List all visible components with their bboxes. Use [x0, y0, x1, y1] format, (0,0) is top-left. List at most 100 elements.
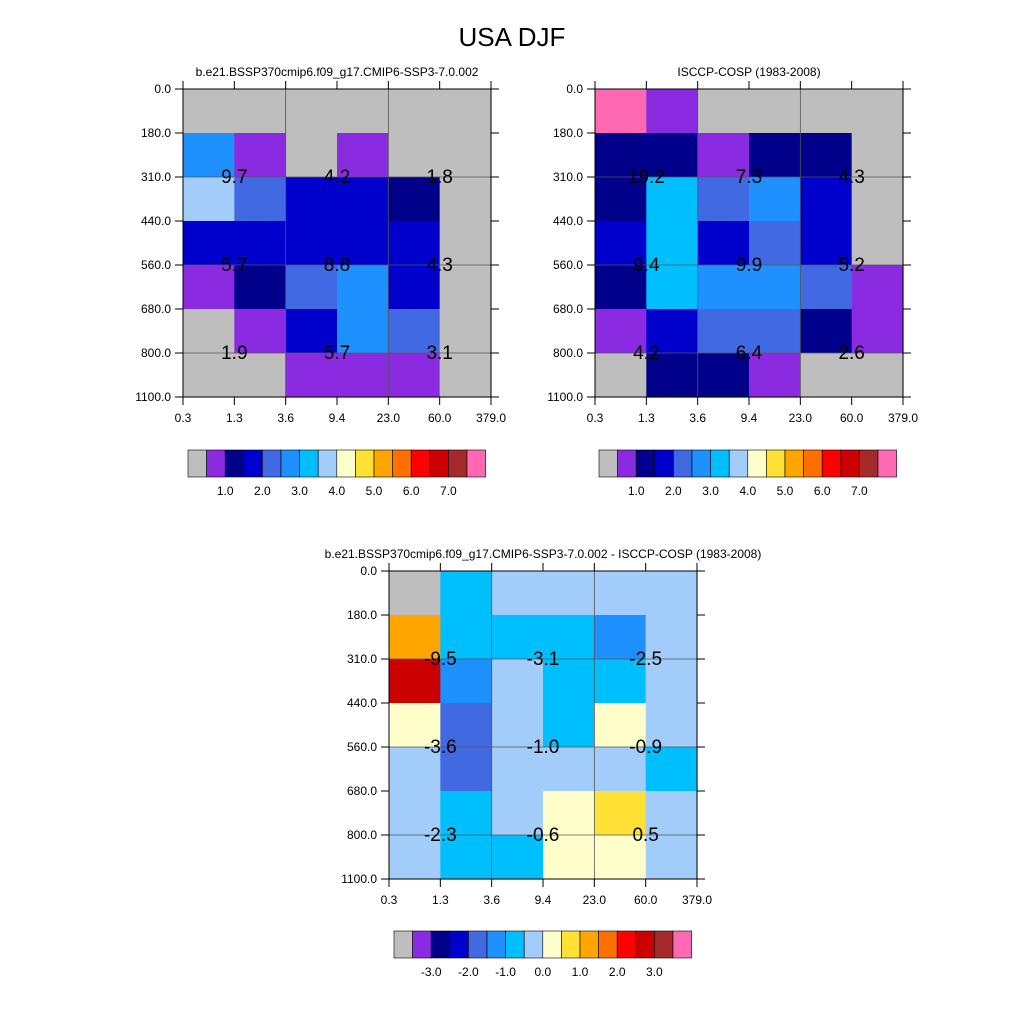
cell-value-label: -0.9 — [629, 737, 662, 758]
heatmap-cell — [543, 571, 595, 616]
heatmap-cell — [388, 309, 441, 354]
colorbar-label: 0.0 — [534, 965, 551, 979]
heatmap-cell — [389, 571, 441, 616]
colorbar-label: 5.0 — [777, 484, 794, 498]
colorbar-box — [840, 449, 860, 478]
colorbar-box — [747, 449, 767, 478]
heatmap-cell — [697, 177, 750, 222]
x-tick-label: 9.4 — [329, 411, 346, 425]
colorbar-box — [579, 930, 599, 959]
heatmap-cell — [594, 615, 647, 660]
y-tick-label: 680.0 — [347, 784, 377, 798]
colorbar-box — [617, 449, 637, 478]
x-tick-label: 3.6 — [483, 893, 500, 907]
heatmap-cell — [645, 835, 698, 880]
colorbar-box — [429, 449, 449, 478]
x-tick-label: 1.3 — [432, 893, 449, 907]
heatmap-cell — [388, 177, 441, 222]
heatmap-cell — [285, 221, 338, 266]
heatmap-cell — [439, 133, 492, 178]
heatmap-cell — [645, 791, 698, 836]
heatmap-cell — [183, 353, 235, 398]
heatmap-cell — [594, 835, 647, 880]
colorbar-box — [616, 930, 637, 959]
heatmap-cell — [851, 177, 904, 222]
y-tick-label: 560.0 — [141, 258, 171, 272]
colorbar-box — [542, 930, 562, 959]
panel-title: b.e21.BSSP370cmip6.f09_g17.CMIP6-SSP3-7.… — [196, 65, 479, 79]
y-tick-label: 1100.0 — [547, 390, 583, 404]
heatmap-cell — [234, 89, 287, 134]
heatmap-cell — [800, 89, 853, 134]
colorbar-label: 4.0 — [739, 484, 756, 498]
heatmap-cell — [388, 265, 441, 310]
colorbar-label: 1.0 — [628, 484, 645, 498]
heatmap-cell — [337, 265, 389, 310]
colorbar-label: 6.0 — [814, 484, 831, 498]
cell-value-label: 4.2 — [633, 343, 659, 364]
colorbar-box — [635, 930, 655, 959]
colorbar-box — [262, 449, 282, 478]
colorbar-box — [243, 449, 263, 478]
x-tick-label: 3.6 — [277, 411, 294, 425]
heatmap-cell — [439, 353, 492, 398]
heatmap-cell — [595, 265, 647, 310]
heatmap-cell — [749, 353, 801, 398]
colorbar-box — [355, 449, 375, 478]
x-tick-label: 0.3 — [175, 411, 192, 425]
heatmap-cell — [183, 177, 235, 222]
colorbar-box — [710, 449, 730, 478]
colorbar-label: 6.0 — [403, 484, 420, 498]
colorbar-box — [598, 930, 618, 959]
heatmap-cell — [234, 265, 287, 310]
colorbar-box — [654, 930, 674, 959]
heatmap-cell — [594, 659, 647, 704]
colorbar-label: 3.0 — [646, 965, 663, 979]
colorbar-box — [392, 449, 412, 478]
heatmap-cell — [594, 571, 647, 616]
colorbar-box — [635, 449, 656, 478]
heatmap-cell — [645, 571, 698, 616]
x-tick-label: 23.0 — [789, 411, 813, 425]
x-tick-label: 1.3 — [226, 411, 243, 425]
heatmap-cell — [800, 265, 853, 310]
heatmap-cell — [285, 309, 338, 354]
heatmap-cell — [285, 133, 338, 178]
colorbar-box — [859, 449, 879, 478]
cell-value-label: -0.6 — [527, 825, 560, 846]
colorbar-box — [766, 449, 786, 478]
heatmap-cell — [491, 659, 544, 704]
heatmap-cell — [491, 571, 544, 616]
heatmap-cell — [234, 177, 287, 222]
colorbar-box — [448, 449, 468, 478]
heatmap-cell — [389, 747, 441, 792]
heatmap-cell — [595, 309, 647, 354]
heatmap-cell — [645, 703, 698, 748]
heatmap-cell — [645, 747, 698, 792]
cell-value-label: -2.5 — [629, 649, 662, 670]
heatmap-cell — [491, 615, 544, 660]
heatmap-cell — [183, 221, 235, 266]
colorbar-box — [728, 449, 749, 478]
heatmap-cell — [543, 703, 595, 748]
heatmap-cell — [697, 89, 750, 134]
y-tick-label: 180.0 — [347, 608, 377, 622]
y-tick-label: 800.0 — [141, 346, 171, 360]
heatmap-cell — [800, 221, 853, 266]
heatmap-cell — [749, 89, 801, 134]
heatmap-cell — [851, 309, 904, 354]
heatmap-cell — [749, 309, 801, 354]
heatmap-cell — [285, 265, 338, 310]
cell-value-label: 6.4 — [736, 343, 763, 364]
heatmap-cell — [646, 221, 699, 266]
colorbar-box — [803, 449, 823, 478]
heatmap-cell — [646, 133, 699, 178]
heatmap-cell — [439, 177, 492, 222]
heatmap-cell — [543, 747, 595, 792]
cell-value-label: -3.6 — [424, 737, 457, 758]
colorbar-label: 1.0 — [572, 965, 589, 979]
heatmap-cell — [749, 133, 801, 178]
cell-value-label: 2.6 — [838, 343, 864, 364]
y-tick-label: 1100.0 — [135, 390, 171, 404]
